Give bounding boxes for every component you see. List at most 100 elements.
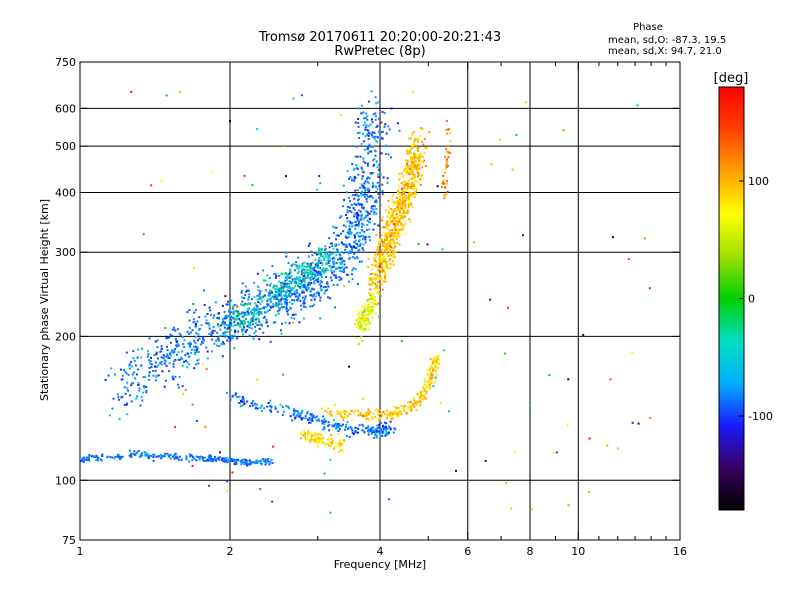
echo-point xyxy=(371,131,374,134)
echo-point xyxy=(445,120,448,122)
echo-point xyxy=(192,303,195,305)
echo-point xyxy=(347,427,349,430)
echo-point xyxy=(365,319,367,322)
echo-point xyxy=(173,328,176,331)
echo-point xyxy=(374,150,377,153)
echo-point xyxy=(358,131,361,134)
echo-point xyxy=(401,189,404,192)
echo-point xyxy=(435,373,438,376)
echo-point xyxy=(185,458,188,461)
echo-point xyxy=(248,307,250,310)
echo-point xyxy=(404,206,407,209)
echo-point xyxy=(631,351,634,354)
echo-point xyxy=(368,410,371,413)
echo-point xyxy=(406,211,408,214)
echo-point xyxy=(269,305,272,308)
echo-point xyxy=(229,339,232,342)
echo-point xyxy=(330,434,332,437)
echo-point xyxy=(319,299,322,302)
echo-point xyxy=(192,266,195,269)
echo-point xyxy=(148,455,151,458)
echo-point xyxy=(338,413,341,415)
echo-point xyxy=(388,259,391,262)
echo-point xyxy=(347,415,349,417)
echo-point xyxy=(293,408,296,411)
echo-point xyxy=(373,223,376,225)
echo-point xyxy=(165,94,168,97)
echo-point xyxy=(279,403,282,406)
echo-point xyxy=(188,341,191,344)
echo-point xyxy=(294,293,297,296)
echo-point xyxy=(368,313,370,316)
echo-point xyxy=(336,283,339,286)
x-tick-label: 10 xyxy=(571,545,585,558)
echo-point xyxy=(244,312,247,315)
echo-point xyxy=(224,321,226,324)
echo-point xyxy=(164,356,167,358)
echo-point xyxy=(390,254,393,257)
echo-point xyxy=(229,337,232,340)
echo-point xyxy=(412,173,415,176)
echo-point xyxy=(348,196,350,199)
echo-point xyxy=(369,123,372,126)
echo-point xyxy=(374,264,377,267)
echo-point xyxy=(381,193,384,196)
echo-point xyxy=(300,418,303,421)
echo-point xyxy=(79,460,82,463)
echo-point xyxy=(390,208,392,210)
echo-point xyxy=(297,271,299,274)
echo-point xyxy=(262,317,265,319)
echo-point xyxy=(363,186,366,189)
echo-point xyxy=(649,416,652,419)
echo-point xyxy=(299,413,302,416)
echo-point xyxy=(313,431,316,434)
echo-point xyxy=(101,455,104,457)
echo-point xyxy=(273,297,275,300)
echo-point xyxy=(217,317,220,320)
echo-point xyxy=(400,217,402,220)
echo-point xyxy=(285,404,288,407)
x-axis-ticks: 1 2 4 6 8 10 16 xyxy=(77,62,687,558)
echo-point xyxy=(376,275,379,278)
echo-point xyxy=(406,148,409,151)
echo-point xyxy=(312,438,315,441)
echo-point xyxy=(344,428,347,431)
echo-point xyxy=(389,221,391,224)
echo-point xyxy=(274,406,277,409)
echo-point xyxy=(310,294,313,297)
echo-point xyxy=(446,190,449,193)
echo-point xyxy=(329,276,332,279)
echo-point xyxy=(329,511,332,514)
echo-point xyxy=(327,262,330,264)
echo-point xyxy=(375,233,378,236)
echo-point xyxy=(360,216,363,219)
echo-point xyxy=(355,203,358,206)
echo-point xyxy=(355,232,358,235)
echo-point xyxy=(81,459,83,462)
echo-point xyxy=(428,383,431,386)
echo-point xyxy=(259,290,262,293)
echo-point xyxy=(112,397,115,400)
echo-point xyxy=(413,399,415,402)
echo-point xyxy=(172,326,175,329)
echo-point xyxy=(364,329,367,332)
echo-point xyxy=(337,429,340,432)
echo-point xyxy=(281,286,284,289)
echo-point xyxy=(360,328,363,330)
echo-point xyxy=(212,316,215,319)
echo-point xyxy=(398,413,401,416)
echo-point xyxy=(269,340,272,343)
echo-point xyxy=(181,335,184,338)
echo-point xyxy=(228,303,231,306)
echo-point xyxy=(349,251,351,254)
echo-point xyxy=(323,268,326,271)
echo-point xyxy=(374,283,377,285)
echo-point xyxy=(411,91,414,94)
echo-point xyxy=(317,270,320,273)
echo-point xyxy=(283,306,286,308)
echo-point xyxy=(250,320,253,323)
echo-point xyxy=(362,429,365,432)
echo-point xyxy=(367,146,370,149)
echo-point xyxy=(134,364,137,367)
echo-point xyxy=(270,406,273,409)
